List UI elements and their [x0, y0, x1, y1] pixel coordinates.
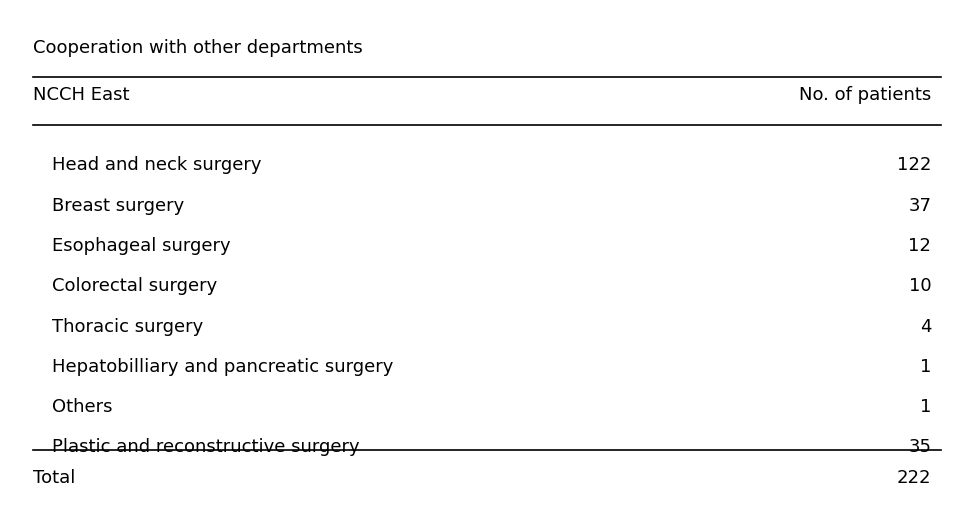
Text: Colorectal surgery: Colorectal surgery — [53, 277, 218, 295]
Text: Cooperation with other departments: Cooperation with other departments — [33, 39, 363, 57]
Text: 4: 4 — [919, 317, 931, 335]
Text: NCCH East: NCCH East — [33, 86, 130, 104]
Text: 222: 222 — [897, 468, 931, 486]
Text: Hepatobilliary and pancreatic surgery: Hepatobilliary and pancreatic surgery — [53, 358, 393, 376]
Text: 10: 10 — [909, 277, 931, 295]
Text: Head and neck surgery: Head and neck surgery — [53, 156, 262, 175]
Text: 12: 12 — [909, 237, 931, 255]
Text: Plastic and reconstructive surgery: Plastic and reconstructive surgery — [53, 438, 360, 456]
Text: 122: 122 — [897, 156, 931, 175]
Text: Esophageal surgery: Esophageal surgery — [53, 237, 231, 255]
Text: 35: 35 — [908, 438, 931, 456]
Text: 1: 1 — [919, 398, 931, 416]
Text: Thoracic surgery: Thoracic surgery — [53, 317, 204, 335]
Text: 37: 37 — [908, 197, 931, 215]
Text: Others: Others — [53, 398, 113, 416]
Text: Breast surgery: Breast surgery — [53, 197, 185, 215]
Text: No. of patients: No. of patients — [799, 86, 931, 104]
Text: Total: Total — [33, 468, 76, 486]
Text: 1: 1 — [919, 358, 931, 376]
